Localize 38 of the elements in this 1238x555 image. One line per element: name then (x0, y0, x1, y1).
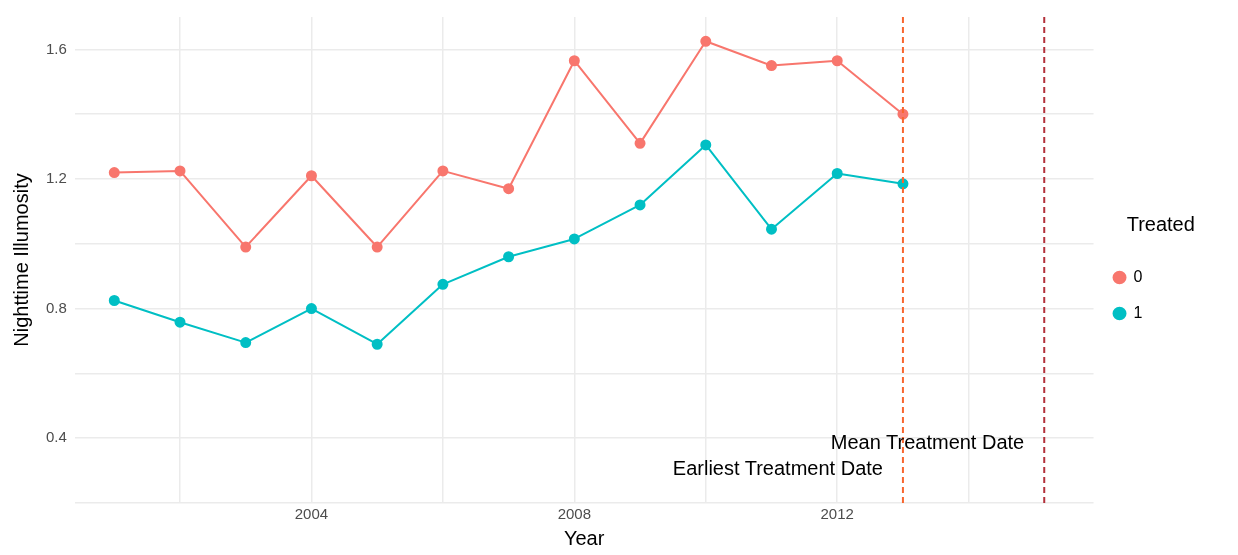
ref-line-label: Earliest Treatment Date (672, 456, 883, 479)
x-tick-label: 2004 (294, 505, 329, 523)
point (108, 295, 120, 306)
point (437, 278, 449, 290)
point (831, 167, 843, 179)
point (437, 165, 449, 177)
x-axis-title: Year (563, 526, 605, 549)
point (634, 199, 646, 211)
point (305, 303, 317, 315)
y-tick-label: 0.8 (45, 298, 67, 316)
x-tick-label: 2012 (820, 505, 854, 523)
point (240, 241, 252, 253)
point (240, 337, 252, 349)
ref-line-label: Mean Treatment Date (830, 430, 1025, 453)
point (174, 316, 186, 328)
point (371, 338, 383, 350)
y-tick-label: 1.6 (45, 39, 67, 57)
point (700, 139, 712, 151)
legend-label: 0 (1133, 267, 1218, 285)
point (568, 233, 580, 245)
point (700, 35, 712, 47)
point (568, 55, 580, 67)
point (766, 60, 777, 72)
point (634, 137, 646, 149)
point (766, 223, 777, 235)
point (831, 55, 843, 67)
y-tick-label: 0.4 (45, 428, 67, 446)
legend-label: 1 (1133, 303, 1218, 321)
point (503, 251, 515, 263)
point (108, 167, 120, 179)
y-tick-label: 1.2 (45, 169, 67, 187)
y-axis-title: Nighttime Illumosity (9, 173, 32, 347)
legend-title: Treated (1126, 213, 1195, 236)
x-tick-label: 2008 (557, 505, 592, 523)
point (305, 170, 317, 182)
point (174, 165, 186, 177)
point (503, 183, 515, 195)
point (371, 241, 383, 253)
